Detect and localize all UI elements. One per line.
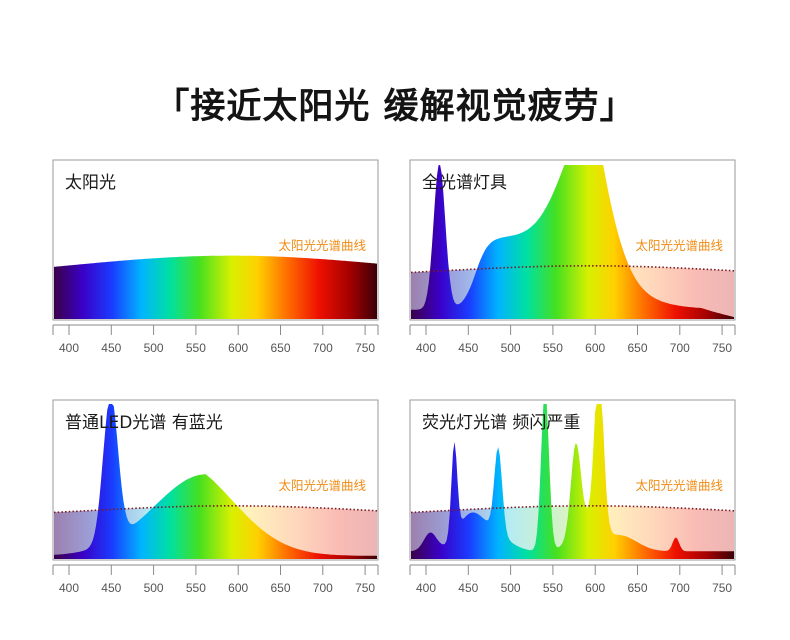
spectrum-area (54, 255, 377, 319)
x-tick-label: 550 (186, 341, 206, 355)
headline: 「接近太阳光 缓解视觉疲劳」 (154, 87, 636, 127)
spectrum-area (54, 404, 377, 559)
x-tick-label: 650 (270, 581, 290, 595)
panel-title: 全光谱灯具 (422, 173, 507, 193)
x-tick-label: 600 (228, 341, 248, 355)
panel-title: 普通LED光谱 有蓝光 (65, 413, 223, 433)
x-tick-label: 700 (313, 581, 333, 595)
x-tick-label: 400 (416, 581, 436, 595)
x-tick-label: 750 (712, 581, 732, 595)
x-tick-label: 400 (416, 341, 436, 355)
x-tick-label: 550 (186, 581, 206, 595)
x-tick-label: 750 (712, 341, 732, 355)
x-tick-label: 500 (144, 581, 164, 595)
panel-title: 太阳光 (65, 173, 116, 193)
sun-curve-label: 太阳光光谱曲线 (278, 238, 366, 253)
x-tick-label: 500 (144, 341, 164, 355)
x-tick-label: 750 (355, 581, 375, 595)
spectrum-area (411, 404, 734, 559)
x-tick-label: 550 (543, 581, 563, 595)
sun-curve-label: 太阳光光谱曲线 (635, 238, 723, 253)
x-tick-label: 700 (670, 341, 690, 355)
sun-curve-label: 太阳光光谱曲线 (635, 478, 723, 493)
x-tick-label: 750 (355, 341, 375, 355)
x-tick-label: 600 (228, 581, 248, 595)
x-tick-label: 650 (627, 341, 647, 355)
x-tick-label: 700 (670, 581, 690, 595)
x-tick-label: 450 (458, 581, 478, 595)
x-tick-label: 600 (585, 341, 605, 355)
x-tick-label: 500 (501, 341, 521, 355)
x-tick-label: 450 (101, 341, 121, 355)
sun-curve-label: 太阳光光谱曲线 (278, 478, 366, 493)
x-tick-label: 600 (585, 581, 605, 595)
x-tick-label: 400 (59, 341, 79, 355)
spectrum-area (411, 165, 734, 319)
x-tick-label: 450 (101, 581, 121, 595)
x-tick-label: 400 (59, 581, 79, 595)
x-tick-label: 650 (627, 581, 647, 595)
panel-title: 荧光灯光谱 频闪严重 (422, 413, 580, 433)
x-tick-label: 700 (313, 341, 333, 355)
x-tick-label: 450 (458, 341, 478, 355)
x-tick-label: 650 (270, 341, 290, 355)
x-tick-label: 550 (543, 341, 563, 355)
x-tick-label: 500 (501, 581, 521, 595)
